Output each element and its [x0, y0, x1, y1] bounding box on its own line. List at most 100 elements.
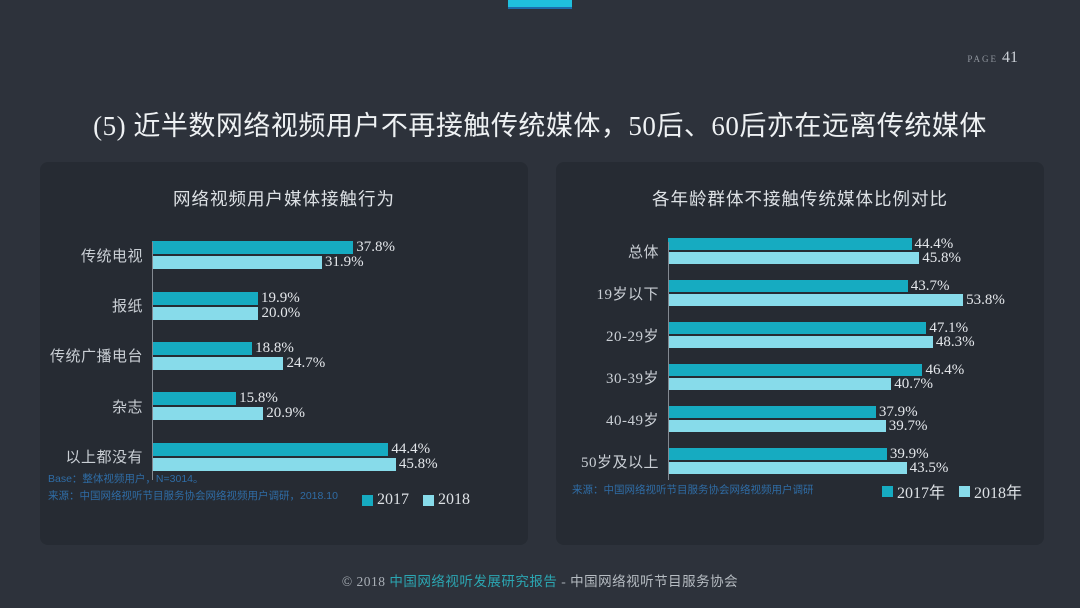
bar-line: 31.9%	[152, 254, 514, 271]
category-label: 20-29岁	[606, 328, 659, 345]
value-label: 43.5%	[909, 459, 949, 476]
chart-panel-age-groups: 各年龄群体不接触传统媒体比例对比 总体 44.4% 45.8% 19岁以下 43.7% 5…	[556, 162, 1044, 545]
legend-label: 2017	[377, 491, 409, 508]
bar-2017-杂志	[152, 392, 237, 406]
bar-line: 15.8%	[152, 391, 514, 406]
chart-row: 总体 44.4% 45.8%	[556, 235, 1030, 266]
bar-2018-以上都没有	[152, 457, 396, 471]
chart-row: 20-29岁 47.1% 48.3%	[556, 319, 1030, 350]
value-label: 45.8%	[398, 455, 438, 472]
bar-2017年-30-39岁	[668, 364, 923, 376]
slide-accent-bar	[508, 0, 572, 9]
chart-legend: 2017年 2018年	[881, 479, 1022, 503]
bar-line: 46.4%	[668, 362, 1030, 377]
bar-pair: 37.8% 31.9%	[152, 239, 514, 271]
value-label: 37.8%	[356, 239, 395, 256]
source-notes: 来源：中国网络视听节目服务协会网络视频用户调研	[572, 482, 814, 499]
bar-line: 39.7%	[668, 418, 1030, 433]
bar-pair: 37.9% 39.7%	[668, 404, 1030, 433]
legend-label: 2018年	[973, 485, 1022, 502]
category-label: 报纸	[111, 299, 143, 316]
value-label: 44.4%	[914, 235, 954, 252]
value-label: 43.7%	[910, 277, 950, 294]
legend-label: 2017年	[896, 485, 945, 502]
bar-2018年-40-49岁	[668, 420, 886, 432]
bar-2018年-19岁以下	[668, 294, 964, 306]
value-label: 31.9%	[324, 254, 364, 271]
category-label: 30-39岁	[606, 370, 659, 387]
category-label: 总体	[627, 244, 659, 261]
bar-line: 37.8%	[152, 239, 514, 256]
bar-line: 43.5%	[668, 459, 1030, 476]
bar-line: 44.4%	[152, 440, 514, 457]
bar-line: 19.9%	[152, 289, 514, 306]
bar-2017年-总体	[668, 238, 912, 250]
footer-org-name: 中国网络视听节目服务协会	[570, 574, 739, 589]
bar-2017-以上都没有	[152, 442, 389, 456]
bar-2018年-50岁及以上	[668, 462, 907, 474]
value-label: 44.4%	[391, 440, 431, 457]
footer-report-name: 中国网络视听发展研究报告	[389, 574, 558, 589]
bar-pair: 19.9% 20.0%	[152, 289, 514, 321]
bar-line: 45.8%	[668, 249, 1030, 266]
bar-line: 53.8%	[668, 291, 1030, 308]
bar-2018-报纸	[152, 306, 259, 320]
chart-row: 传统广播电台 18.8% 24.7%	[40, 340, 514, 370]
source-note: Base：整体视频用户，N=3014。	[48, 473, 204, 485]
y-axis-line	[152, 242, 153, 480]
chart-row: 30-39岁 46.4% 40.7%	[556, 362, 1030, 392]
bar-2018年-20-29岁	[668, 336, 933, 348]
bar-2018-传统电视	[152, 256, 322, 270]
value-label: 45.8%	[922, 249, 961, 266]
page-label: PAGE	[967, 54, 998, 64]
bar-2017年-19岁以下	[668, 280, 908, 292]
bar-line: 48.3%	[668, 333, 1030, 350]
value-label: 19.9%	[260, 289, 300, 306]
legend-item-2018: 2018	[423, 491, 470, 509]
bar-line: 39.9%	[668, 446, 1030, 461]
footer-separator: -	[557, 574, 571, 589]
category-label: 19岁以下	[596, 286, 659, 303]
bar-2018-传统广播电台	[152, 356, 284, 370]
slide-title: (5) 近半数网络视频用户不再接触传统媒体，50后、60后亦在远离传统媒体	[93, 111, 987, 141]
legend-label: 2018	[438, 491, 470, 508]
bar-pair: 47.1% 48.3%	[668, 319, 1030, 350]
legend-swatch	[958, 485, 970, 497]
bar-2017年-20-29岁	[668, 322, 927, 334]
legend-swatch	[881, 485, 893, 497]
chart-row: 40-49岁 37.9% 39.7%	[556, 404, 1030, 433]
bar-pair: 46.4% 40.7%	[668, 362, 1030, 392]
bar-2017-报纸	[152, 291, 258, 305]
bar-chart-age-groups: 总体 44.4% 45.8% 19岁以下 43.7% 53.8% 20-29岁 47.1% 48…	[556, 230, 1030, 482]
bar-2018年-30-39岁	[668, 378, 892, 390]
category-label: 传统广播电台	[49, 349, 143, 366]
chart-row: 50岁及以上 39.9% 43.5%	[556, 446, 1030, 476]
chart-rows: 总体 44.4% 45.8% 19岁以下 43.7% 53.8% 20-29岁 47.1% 48…	[556, 230, 1030, 482]
value-label: 20.0%	[261, 304, 301, 321]
category-label: 40-49岁	[606, 412, 659, 429]
bar-line: 20.9%	[152, 406, 514, 421]
chart-row: 以上都没有 44.4% 45.8%	[40, 440, 514, 472]
value-label: 53.8%	[966, 291, 1005, 308]
bar-line: 24.7%	[152, 355, 514, 370]
bar-line: 43.7%	[668, 277, 1030, 294]
value-label: 47.1%	[929, 319, 969, 336]
bar-2017-传统广播电台	[152, 341, 253, 355]
chart-row: 传统电视 37.8% 31.9%	[40, 239, 514, 271]
bar-2017年-50岁及以上	[668, 448, 887, 460]
value-label: 40.7%	[894, 375, 933, 392]
bar-pair: 18.8% 24.7%	[152, 340, 514, 370]
legend-item-2018年: 2018年	[958, 479, 1022, 503]
bar-pair: 15.8% 20.9%	[152, 391, 514, 421]
bar-line: 37.9%	[668, 404, 1030, 419]
chart-row: 杂志 15.8% 20.9%	[40, 391, 514, 421]
value-label: 48.3%	[935, 333, 975, 350]
page-number: PAGE 41	[967, 49, 1018, 67]
category-label: 杂志	[111, 399, 143, 416]
source-note: 来源：中国网络视听节目服务协会网络视频用户调研	[572, 484, 814, 496]
bar-line: 40.7%	[668, 375, 1030, 392]
source-note: 来源：中国网络视听节目服务协会网络视频用户调研，2018.10	[48, 490, 338, 502]
bar-pair: 39.9% 43.5%	[668, 446, 1030, 476]
chart-panel-media-contact: 网络视频用户媒体接触行为 传统电视 37.8% 31.9% 报纸 19.9% 20.0% 传…	[40, 162, 528, 545]
charts-container: 网络视频用户媒体接触行为 传统电视 37.8% 31.9% 报纸 19.9% 20.0% 传…	[40, 162, 1044, 545]
